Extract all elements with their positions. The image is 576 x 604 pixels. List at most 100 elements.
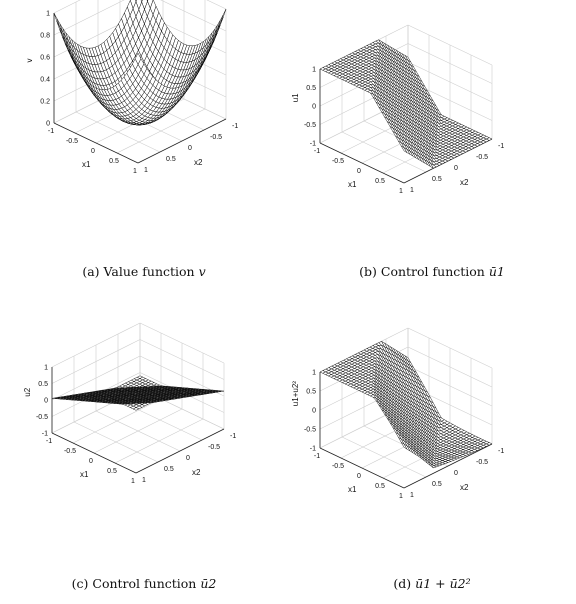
caption-b: (b) Control function ū1 (288, 264, 576, 279)
z-tick-label: 0.8 (40, 33, 50, 40)
z-tick-label: -1 (42, 431, 48, 438)
caption-c: (c) Control function ū2 (0, 576, 288, 591)
surface-mesh (319, 340, 493, 469)
x-tick-label: 1 (133, 168, 137, 175)
y-tick-label: 0 (186, 455, 190, 462)
x-axis-label: x1 (82, 160, 91, 169)
z-tick-label: 0.5 (38, 381, 48, 388)
y-tick-label: -1 (498, 143, 504, 150)
surface-patch (401, 442, 408, 450)
panel-u1-plus-u2sq: -1 -0.5 0 0.5 1 -1 -0.5 0 0.5 1 -1 -0.5 0 0.5 1 x1 x2 u1+… (288, 302, 576, 602)
caption-a: (a) Value function v (0, 264, 288, 279)
x-tick-label: 1 (399, 493, 403, 500)
panel-value-function: 0 0.2 0.4 0.6 0.8 1 -1 -0.5 0 0.5 1 -1 -0.5 0 0.5 1 x1 x2… (0, 0, 288, 300)
z-tick-label: -1 (310, 141, 316, 148)
x-tick-label: 1 (399, 188, 403, 195)
grid-line (206, 0, 227, 10)
x-tick-label: -0.5 (332, 158, 344, 165)
panel-control-u1: -1 -0.5 0 0.5 1 -1 -0.5 0 0.5 1 -1 -0.5 0 0.5 1 x1 x2 u1 … (288, 0, 576, 300)
surface-patch (401, 145, 408, 153)
y-tick-label: -1 (230, 433, 236, 440)
z-tick-label: -0.5 (304, 427, 316, 434)
y-tick-label: 0.5 (432, 176, 442, 183)
z-tick-label: 1 (312, 370, 316, 377)
caption-prefix: (b) Control function (359, 264, 489, 279)
x-tick-label: -0.5 (64, 448, 76, 455)
y-tick-label: -0.5 (476, 459, 488, 466)
axis-line-y (137, 118, 227, 164)
z-tick-label: 0 (46, 121, 50, 128)
grid-line (53, 0, 81, 14)
z-tick-label: 1 (312, 67, 316, 74)
axis-line-y (135, 428, 225, 474)
x-tick-label: -1 (314, 453, 320, 460)
surface-patch (132, 407, 140, 411)
y-tick-label: 0.5 (164, 466, 174, 473)
z-tick-label: 1 (46, 11, 50, 18)
surface-plot-sum: -1 -0.5 0 0.5 1 -1 -0.5 0 0.5 1 -1 -0.5 0 0.5 1 x1 x2 u1+… (291, 327, 504, 500)
z-tick-label: 0 (44, 398, 48, 405)
z-tick-label: 0 (312, 408, 316, 415)
z-tick-label: 0.4 (40, 77, 50, 84)
surface-plot-value: 0 0.2 0.4 0.6 0.8 1 -1 -0.5 0 0.5 1 -1 -0.5 0 0.5 1 x1 x2… (25, 0, 238, 175)
panel-control-u2: -1 -0.5 0 0.5 1 -1 -0.5 0 0.5 1 -1 -0.5 0 0.5 1 x1 x2 u2 … (0, 302, 288, 602)
z-tick-label: 0.5 (306, 389, 316, 396)
surface-mesh (51, 375, 225, 411)
x-tick-label: 0 (91, 148, 95, 155)
x-tick-label: -1 (314, 148, 320, 155)
surface-mesh (53, 0, 227, 126)
x-tick-label: -1 (48, 128, 54, 135)
z-tick-label: -0.5 (36, 414, 48, 421)
x-axis-label: x1 (80, 470, 89, 479)
grid-line (114, 418, 204, 464)
y-axis-label: x2 (460, 483, 469, 492)
y-tick-label: -1 (232, 123, 238, 130)
z-tick-label: 0.6 (40, 55, 50, 62)
z-axis-label: u1 (291, 93, 300, 102)
x-axis-label: x1 (348, 485, 357, 494)
axis-line-x (319, 447, 405, 489)
caption-math: v (198, 264, 206, 279)
z-axis-label: u1+u2² (291, 381, 300, 406)
x-tick-label: 0.5 (109, 158, 119, 165)
x-tick-label: 0.5 (375, 178, 385, 185)
y-axis-label: x2 (194, 158, 203, 167)
grid-line (95, 410, 181, 452)
y-tick-label: 0 (188, 145, 192, 152)
z-axis-label: u2 (23, 387, 32, 396)
caption-d: (d) ū1 + ū2² (288, 576, 576, 591)
axis-line-y (403, 443, 493, 489)
y-tick-label: 1 (144, 167, 148, 174)
y-tick-label: 1 (410, 492, 414, 499)
x-tick-label: 0.5 (375, 483, 385, 490)
axis-line-x (51, 432, 137, 474)
y-tick-label: 0 (454, 165, 458, 172)
surface-patch (134, 52, 142, 65)
grid-line (116, 108, 206, 154)
y-tick-label: -0.5 (210, 134, 222, 141)
y-tick-label: 1 (142, 477, 146, 484)
x-tick-label: 0 (89, 458, 93, 465)
z-tick-label: 0 (312, 104, 316, 111)
y-tick-label: 1 (410, 187, 414, 194)
caption-prefix: (a) Value function (82, 264, 199, 279)
y-tick-label: 0.5 (166, 156, 176, 163)
z-tick-label: 0.2 (40, 99, 50, 106)
y-axis-label: x2 (460, 178, 469, 187)
x-tick-label: -0.5 (66, 138, 78, 145)
x-tick-label: -1 (46, 438, 52, 445)
y-tick-label: 0.5 (432, 481, 442, 488)
surface-plot-u2: -1 -0.5 0 0.5 1 -1 -0.5 0 0.5 1 -1 -0.5 0 0.5 1 x1 x2 u2 (23, 322, 236, 485)
y-tick-label: 0 (454, 470, 458, 477)
caption-math: ū2 (200, 576, 217, 591)
z-tick-label: 0.5 (306, 85, 316, 92)
z-axis-label: v (25, 59, 34, 63)
x-axis-label: x1 (348, 180, 357, 189)
x-tick-label: 0.5 (107, 468, 117, 475)
axis-line-x (53, 122, 139, 164)
y-tick-label: -1 (498, 448, 504, 455)
caption-math: ū1 (488, 264, 505, 279)
caption-prefix: (c) Control function (71, 576, 201, 591)
y-tick-label: -0.5 (476, 154, 488, 161)
x-tick-label: 0 (357, 168, 361, 175)
